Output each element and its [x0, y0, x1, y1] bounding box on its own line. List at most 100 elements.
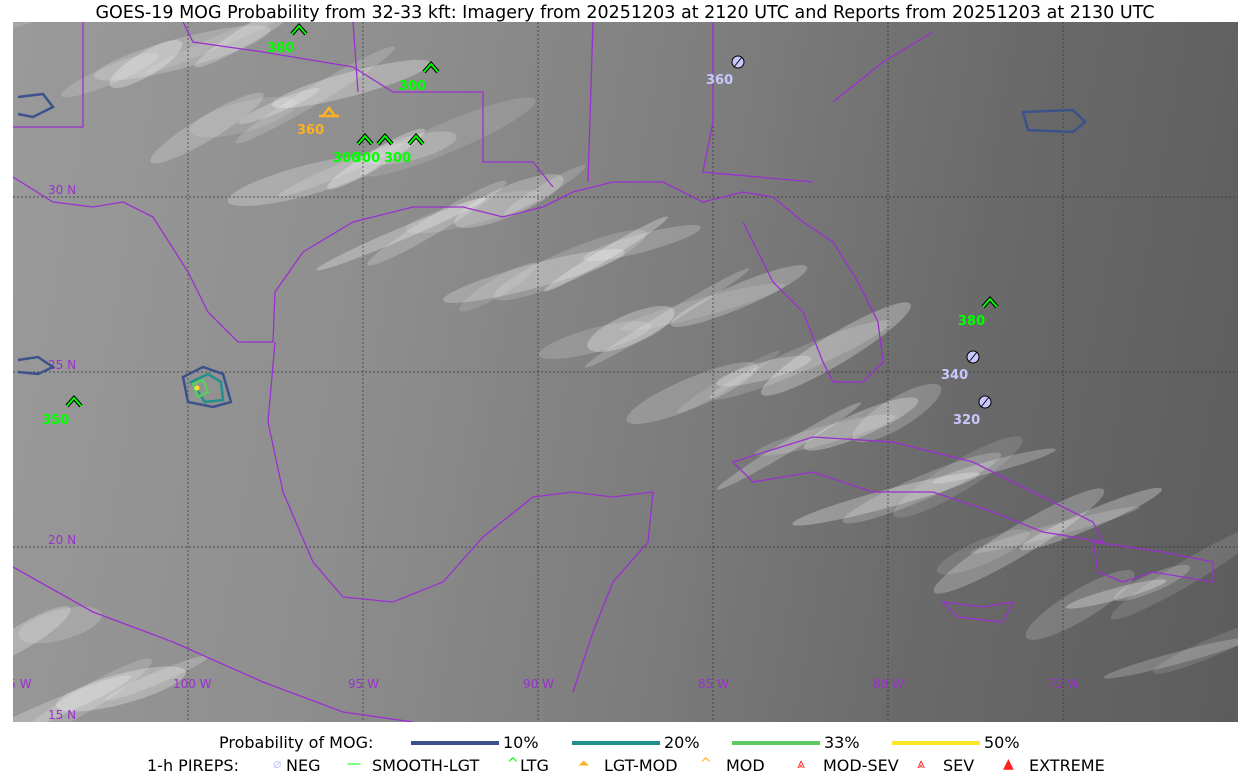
- cloud-band: [150, 92, 264, 164]
- latitude-label: 20 N: [48, 533, 76, 547]
- longitude-label: 100 W: [173, 677, 212, 691]
- pirep-label: EXTREME: [1029, 756, 1105, 775]
- cloud-band: [13, 675, 132, 722]
- ltg-report-icon: [982, 297, 998, 308]
- report-altitude-label: 300: [353, 151, 380, 166]
- cloud-band: [933, 488, 1105, 594]
- report-altitude-label: 360: [706, 73, 733, 88]
- cloud-band: [716, 355, 812, 387]
- cloud-band: [754, 414, 896, 456]
- cloud-band: [105, 655, 209, 701]
- cloud-band: [316, 197, 486, 271]
- latitude-label: 15 N: [48, 708, 76, 722]
- mog-contour-10: [17, 92, 55, 119]
- cloud-band: [626, 362, 758, 424]
- prob-label: 10%: [503, 733, 539, 752]
- cloud-band: [1114, 564, 1190, 602]
- report-altitude-label: 300: [384, 151, 411, 166]
- cloud-band: [13, 606, 71, 666]
- ltg-report-icon: [408, 134, 424, 145]
- cloud-band: [61, 52, 159, 98]
- longitude-label: 90 W: [523, 677, 554, 691]
- pirep-legend-title: 1-h PIREPS:: [147, 756, 239, 775]
- probability-legend: Probability of MOG: 10% 20% 33% 50%: [0, 733, 1250, 753]
- prob-label: 33%: [824, 733, 860, 752]
- latitude-label: 25 N: [48, 358, 76, 372]
- cloud-band: [454, 174, 564, 228]
- report-altitude-label: 350: [42, 413, 69, 428]
- coastline-border: [941, 601, 1015, 623]
- cloud-band: [326, 128, 426, 190]
- cloud-band: [94, 25, 270, 81]
- neg-slash: [980, 396, 990, 408]
- cloud-band: [405, 190, 541, 234]
- cloud-band: [56, 666, 186, 712]
- prob-label: 20%: [664, 733, 700, 752]
- cloud-band: [503, 164, 587, 216]
- ltg-report-icon: [423, 62, 439, 73]
- cloud-band: [893, 436, 1023, 518]
- mod-sev-icon: ⩓: [797, 756, 805, 772]
- longitude-label: 80 W: [873, 677, 904, 691]
- pirep-label: LGT-MOD: [604, 756, 678, 775]
- cloud-band: [109, 40, 183, 88]
- report-altitude-label: 300: [333, 151, 360, 166]
- cloud-band: [761, 302, 911, 396]
- longitude-label: 95 W: [348, 677, 379, 691]
- cloud-band: [1110, 524, 1238, 620]
- pirep-legend: 1-h PIREPS: ⌀ NEG — SMOOTH-LGT ^ LTG ⏶ LGT-MOD ^…: [0, 756, 1250, 776]
- pirep-label: MOD-SEV: [823, 756, 899, 775]
- cloud-band: [13, 22, 52, 34]
- cloud-band: [227, 155, 381, 207]
- cloud-band: [443, 249, 625, 303]
- mog-contour-10: [17, 355, 56, 376]
- cloud-band: [235, 46, 395, 144]
- pirep-label: SEV: [943, 756, 975, 775]
- probability-legend-title: Probability of MOG:: [219, 733, 374, 752]
- cloud-band: [936, 529, 1030, 575]
- report-altitude-label: 360: [297, 123, 324, 138]
- prob-label: 50%: [984, 733, 1020, 752]
- cloud-band: [238, 87, 320, 125]
- coastline-border: [182, 22, 554, 188]
- sev-icon: ⩓: [917, 756, 925, 772]
- cloud-band: [367, 180, 507, 266]
- cloud-band: [1153, 620, 1238, 674]
- neg-slash: [733, 56, 743, 68]
- cloud-band: [676, 350, 780, 414]
- prob-swatch-2: [732, 741, 820, 745]
- cloud-band: [17, 658, 153, 722]
- report-altitude-label: 380: [267, 41, 294, 56]
- cloud-band: [620, 283, 786, 331]
- cloud-band: [709, 320, 891, 400]
- cloud-band: [803, 397, 919, 451]
- cloud-band: [144, 22, 292, 74]
- report-altitude-label: 380: [958, 314, 985, 329]
- lgt-mod-icon: ⏶: [578, 756, 590, 772]
- lgt-mod-report-icon: [319, 105, 339, 118]
- cloud-band: [583, 224, 701, 262]
- pirep-label: SMOOTH-LGT: [372, 756, 480, 775]
- coastline-border: [1092, 541, 1214, 583]
- report-altitude-label: 320: [953, 413, 980, 428]
- mog-contour-10: [181, 365, 233, 409]
- cloud-band: [459, 262, 537, 312]
- cloud-band: [969, 506, 1141, 554]
- prob-swatch-3: [892, 741, 980, 745]
- extreme-icon: ▲: [1003, 756, 1014, 772]
- pirep-label: LTG: [520, 756, 549, 775]
- cloud-band: [1025, 570, 1135, 640]
- prob-swatch-1: [572, 741, 660, 745]
- coastline-border: [13, 566, 414, 722]
- cloud-band: [1103, 637, 1238, 679]
- cloud-band: [1065, 579, 1167, 609]
- map-overlay: 105 W 100 W 95 W 90 W 85 W 80 W 75 W 30 N 25 N 20…: [13, 22, 1238, 722]
- cloud-band: [18, 606, 102, 644]
- cloud-band: [670, 265, 808, 327]
- cloud-band: [792, 472, 980, 526]
- cloud-band: [587, 306, 675, 352]
- cloud-band: [189, 96, 297, 138]
- cloud-band: [493, 229, 647, 301]
- ltg-report-icon: [66, 396, 82, 407]
- caret-icon: ^: [507, 756, 519, 772]
